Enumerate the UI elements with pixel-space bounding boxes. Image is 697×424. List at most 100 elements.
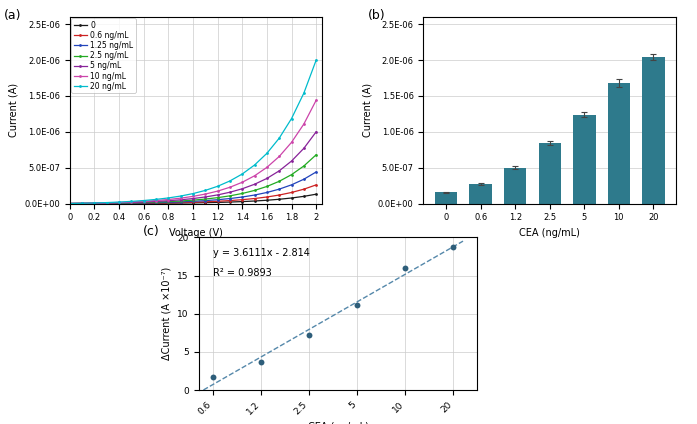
10 ng/mL: [250, 173, 259, 179]
2.5 ng/mL: [78, 201, 86, 206]
10 ng/mL: [164, 197, 172, 202]
2.5 ng/mL: [66, 201, 74, 206]
1.25 ng/mL: [78, 201, 86, 206]
Point: [400, 265, 411, 271]
0: [139, 201, 148, 206]
X-axis label: Voltage (V): Voltage (V): [169, 228, 223, 238]
2.5 ng/mL: [102, 201, 111, 206]
Bar: [608, 83, 630, 204]
10 ng/mL: [300, 121, 308, 126]
5 ng/mL: [78, 201, 86, 206]
20 ng/mL: [66, 201, 74, 206]
0.6 ng/mL: [312, 182, 321, 187]
10 ng/mL: [312, 98, 321, 103]
0: [250, 198, 259, 204]
5 ng/mL: [263, 176, 271, 181]
5 ng/mL: [189, 196, 197, 201]
2.5 ng/mL: [90, 201, 98, 206]
1.25 ng/mL: [238, 195, 247, 200]
20 ng/mL: [176, 193, 185, 198]
2.5 ng/mL: [300, 163, 308, 168]
20 ng/mL: [102, 200, 111, 205]
0: [90, 201, 98, 206]
Bar: [573, 114, 595, 204]
Text: R² = 0.9893: R² = 0.9893: [213, 268, 271, 278]
0: [263, 198, 271, 203]
10 ng/mL: [115, 200, 123, 205]
Line: 0: 0: [68, 193, 318, 205]
1.25 ng/mL: [127, 201, 135, 206]
10 ng/mL: [263, 165, 271, 170]
5 ng/mL: [164, 198, 172, 203]
0: [213, 200, 222, 205]
1.25 ng/mL: [201, 198, 210, 203]
1.25 ng/mL: [263, 190, 271, 195]
X-axis label: CEA (ng/mL): CEA (ng/mL): [519, 228, 580, 238]
10 ng/mL: [152, 198, 160, 203]
20 ng/mL: [164, 195, 172, 201]
10 ng/mL: [127, 199, 135, 204]
20 ng/mL: [287, 116, 296, 121]
0: [78, 201, 86, 206]
0.6 ng/mL: [127, 201, 135, 206]
5 ng/mL: [300, 146, 308, 151]
20 ng/mL: [300, 90, 308, 95]
1.25 ng/mL: [90, 201, 98, 206]
20 ng/mL: [90, 201, 98, 206]
20 ng/mL: [275, 136, 284, 141]
10 ng/mL: [226, 185, 234, 190]
10 ng/mL: [78, 201, 86, 206]
2.5 ng/mL: [176, 198, 185, 204]
Text: y = 3.6111x - 2.814: y = 3.6111x - 2.814: [213, 248, 309, 258]
Point: [448, 243, 459, 250]
Line: 5 ng/mL: 5 ng/mL: [68, 130, 318, 205]
2.5 ng/mL: [238, 191, 247, 196]
2.5 ng/mL: [127, 200, 135, 205]
10 ng/mL: [238, 180, 247, 185]
0: [164, 201, 172, 206]
20 ng/mL: [250, 162, 259, 167]
10 ng/mL: [139, 199, 148, 204]
5 ng/mL: [139, 199, 148, 204]
5 ng/mL: [102, 201, 111, 206]
Point: [304, 332, 315, 338]
1.25 ng/mL: [300, 177, 308, 182]
0.6 ng/mL: [176, 200, 185, 205]
5 ng/mL: [250, 182, 259, 187]
5 ng/mL: [176, 197, 185, 202]
2.5 ng/mL: [189, 198, 197, 203]
0: [300, 194, 308, 199]
20 ng/mL: [226, 179, 234, 184]
0: [115, 201, 123, 206]
0.6 ng/mL: [263, 195, 271, 200]
2.5 ng/mL: [226, 193, 234, 198]
Text: (c): (c): [143, 225, 160, 238]
20 ng/mL: [127, 199, 135, 204]
2.5 ng/mL: [201, 196, 210, 201]
10 ng/mL: [66, 201, 74, 206]
1.25 ng/mL: [189, 199, 197, 204]
Line: 2.5 ng/mL: 2.5 ng/mL: [68, 153, 318, 205]
0: [127, 201, 135, 206]
1.25 ng/mL: [66, 201, 74, 206]
2.5 ng/mL: [312, 152, 321, 157]
2.5 ng/mL: [275, 179, 284, 184]
0: [66, 201, 74, 206]
Bar: [642, 57, 665, 204]
0: [238, 199, 247, 204]
Bar: [435, 192, 457, 204]
0.6 ng/mL: [287, 190, 296, 195]
0: [201, 200, 210, 205]
Line: 10 ng/mL: 10 ng/mL: [68, 99, 318, 205]
10 ng/mL: [90, 201, 98, 206]
1.25 ng/mL: [213, 197, 222, 202]
20 ng/mL: [115, 200, 123, 205]
Bar: [539, 143, 561, 204]
10 ng/mL: [189, 194, 197, 199]
Line: 1.25 ng/mL: 1.25 ng/mL: [68, 170, 318, 205]
1.25 ng/mL: [226, 196, 234, 201]
0.6 ng/mL: [238, 197, 247, 202]
0.6 ng/mL: [213, 199, 222, 204]
0.6 ng/mL: [275, 192, 284, 198]
5 ng/mL: [201, 195, 210, 200]
